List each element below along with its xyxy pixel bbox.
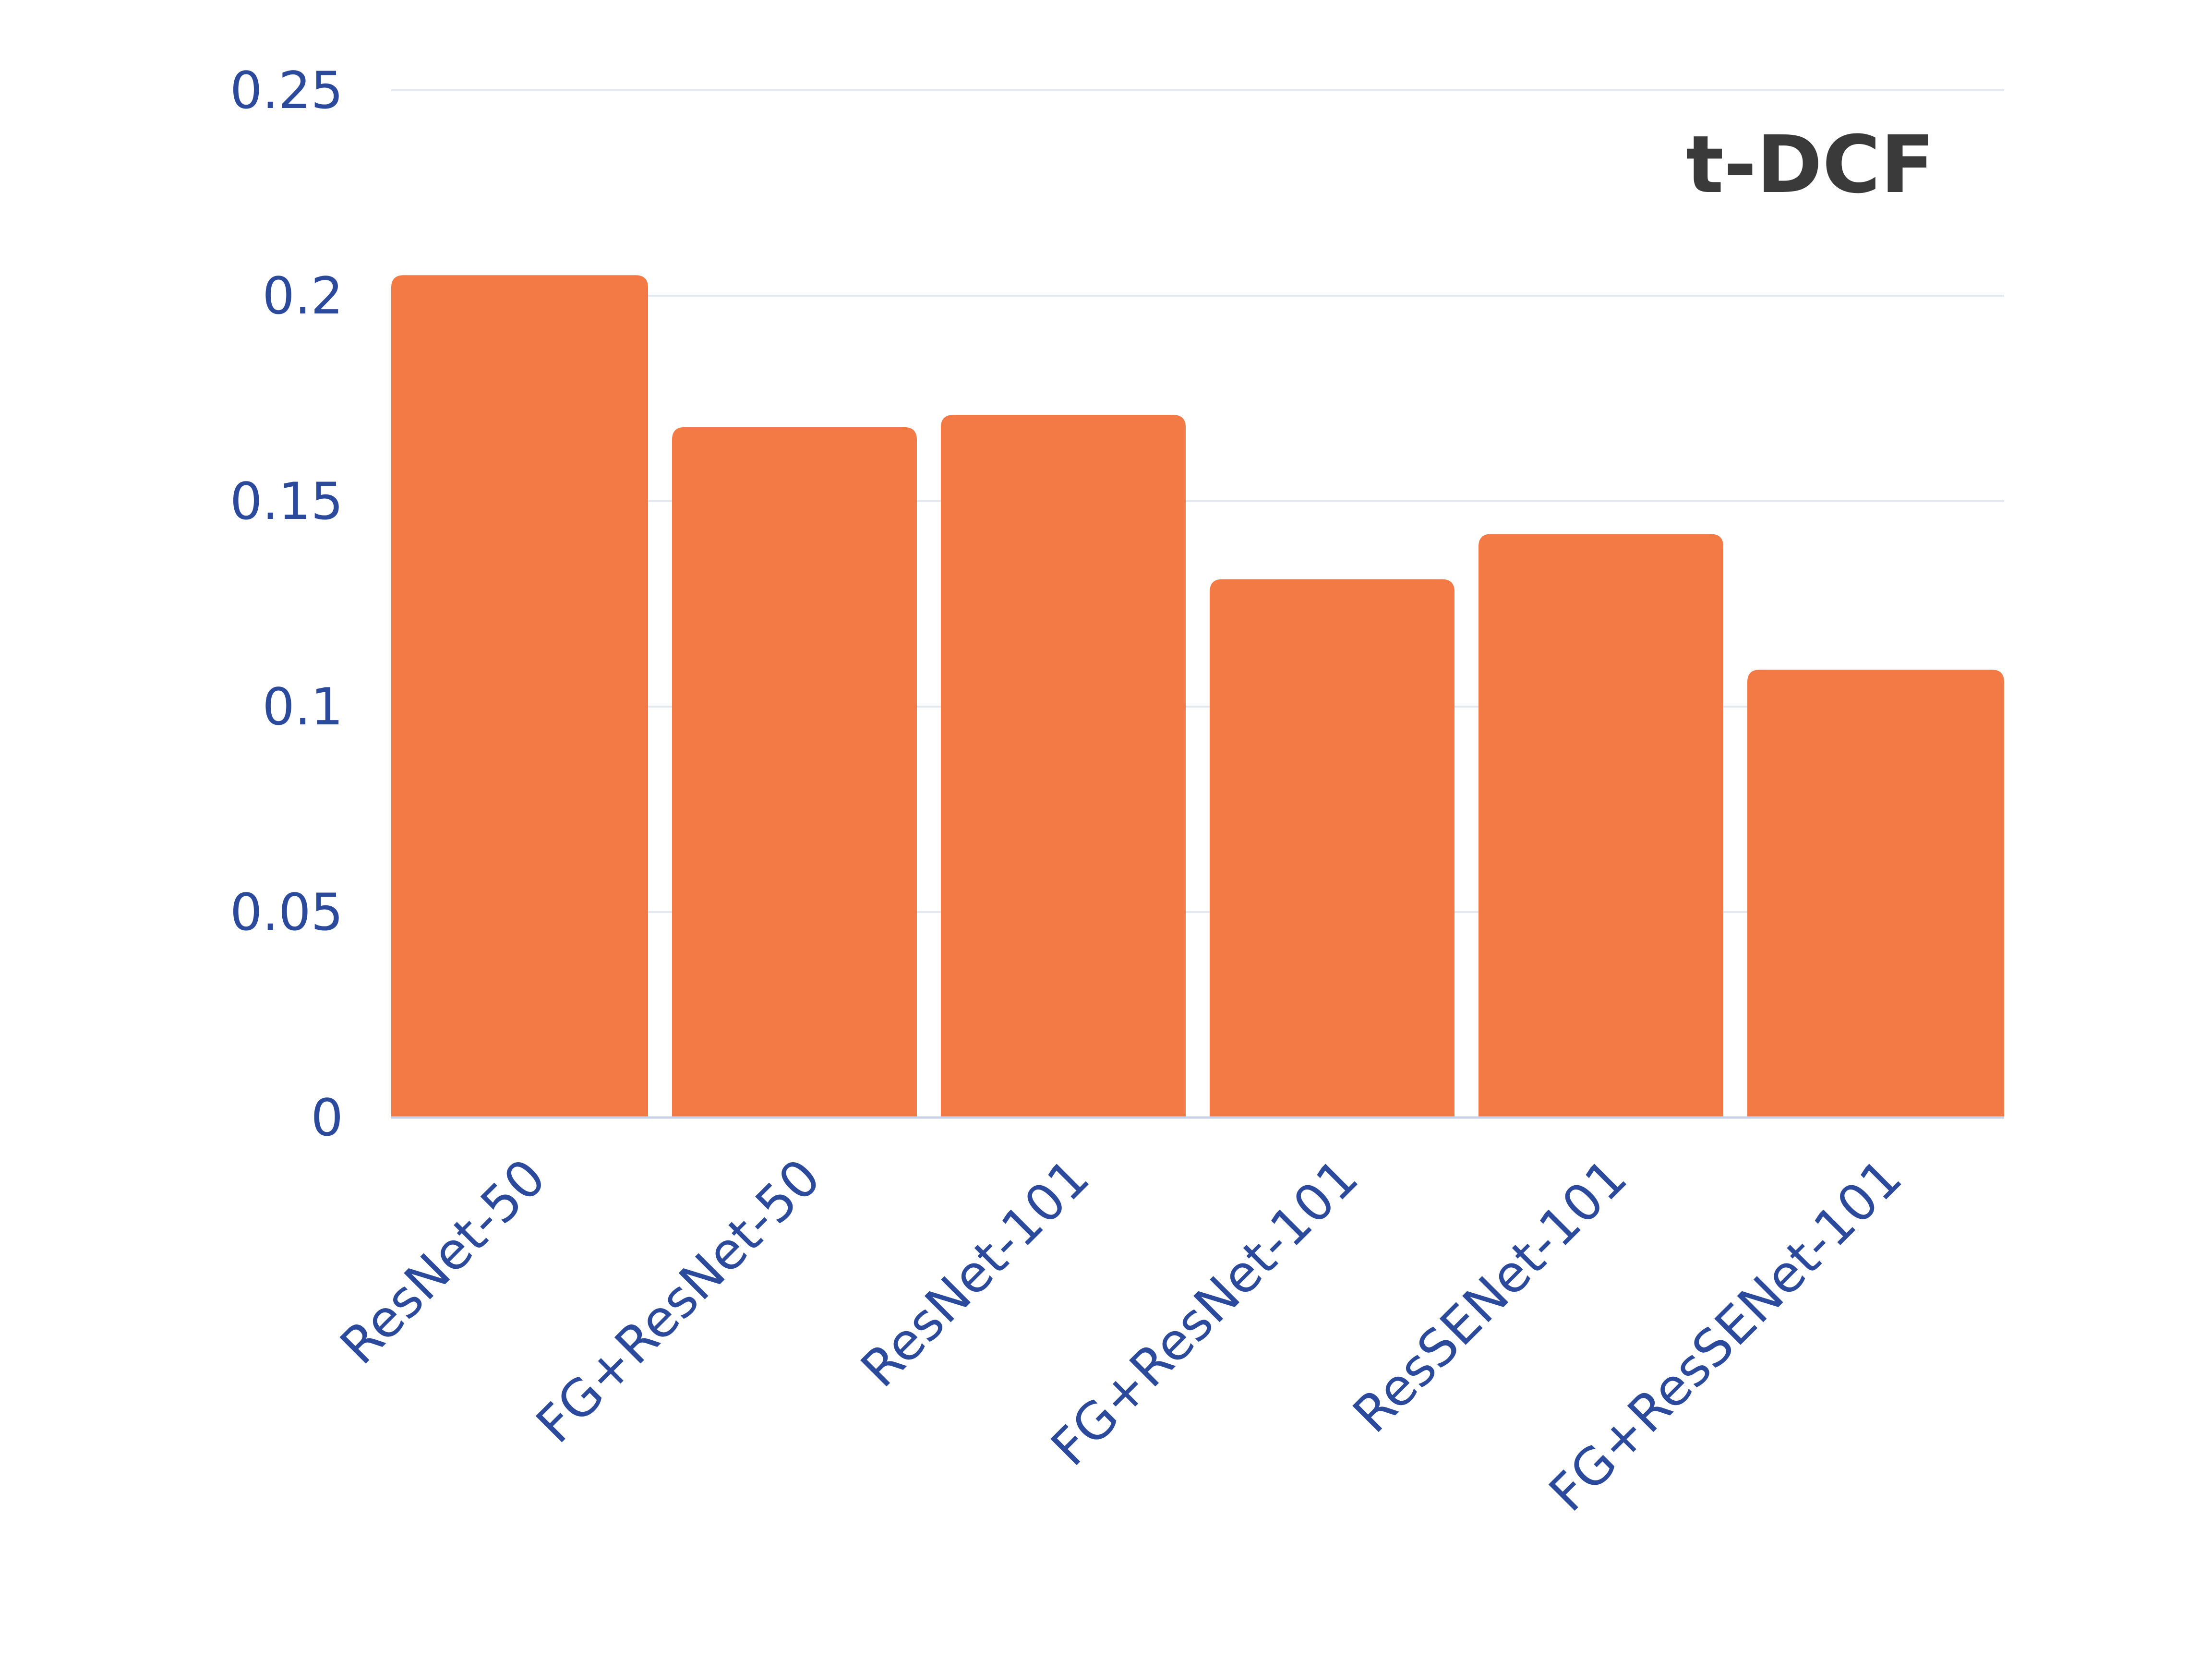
y-tick-label: 0 [311, 1088, 343, 1147]
y-tick-label: 0.15 [230, 472, 343, 531]
x-tick-label: FG+ResNet-50 [525, 1148, 832, 1455]
y-tick-label: 0.1 [262, 677, 343, 736]
x-tick-label: ResNet-50 [329, 1148, 557, 1376]
y-tick-label: 0.2 [262, 266, 343, 325]
y-tick-label: 0.05 [230, 883, 343, 942]
bar-resnet-101 [941, 415, 1186, 1118]
bar-resnet-50 [391, 275, 648, 1118]
bar-fg-ressenet-101 [1747, 669, 2004, 1118]
chart-title: t-DCF [1686, 119, 1935, 211]
y-tick-label: 0.25 [230, 61, 343, 120]
bar-ressenet-101 [1479, 534, 1723, 1118]
gridlines [391, 89, 2004, 913]
bar-fg-resnet-101 [1210, 579, 1455, 1118]
x-tick-label: ResSENet-101 [1342, 1148, 1638, 1444]
x-tick-label: ResNet-101 [850, 1148, 1101, 1399]
bar-fg-resnet-50 [672, 427, 917, 1118]
bars [391, 275, 2004, 1118]
y-axis-ticks: 0 0.05 0.1 0.15 0.2 0.25 [230, 61, 343, 1147]
